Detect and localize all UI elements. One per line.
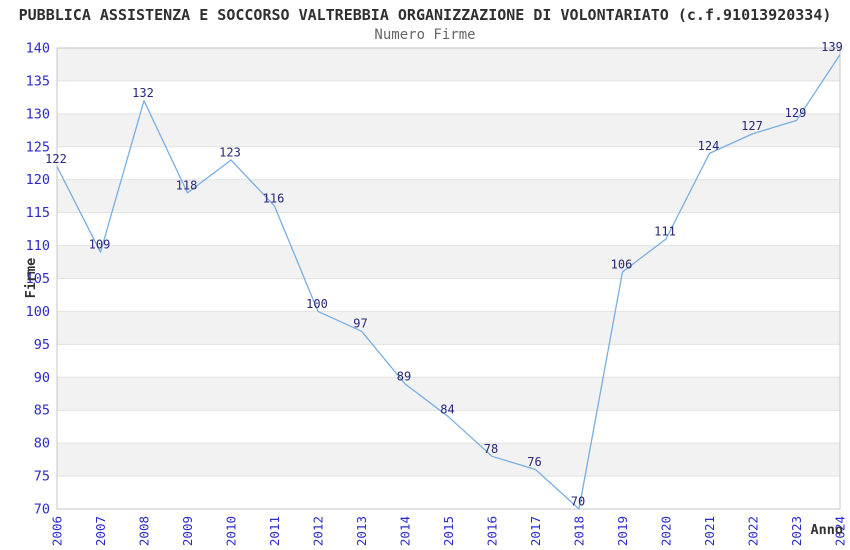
data-point-label: 139 [821, 40, 843, 54]
series-line [56, 54, 841, 510]
y-tick-label: 110 [26, 238, 50, 254]
data-point-label: 89 [397, 369, 411, 383]
data-point-label: 123 [219, 145, 241, 159]
plot-band [57, 443, 840, 477]
x-tick-label: 2018 [572, 516, 587, 546]
y-tick-label: 135 [26, 73, 50, 89]
x-tick-label: 2021 [702, 516, 717, 546]
plot-band [57, 179, 840, 213]
y-tick-label: 95 [34, 337, 50, 353]
x-tick-label: 2010 [224, 516, 239, 546]
y-tick-label: 115 [26, 205, 50, 221]
y-tick-label: 120 [26, 172, 50, 188]
plot-border [56, 47, 841, 510]
x-tick-label: 2024 [833, 516, 848, 546]
x-axis-title: Anno [810, 522, 843, 538]
y-tick-label: 100 [26, 304, 50, 320]
data-point-label: 100 [306, 297, 328, 311]
y-tick-label: 140 [26, 41, 50, 57]
x-tick-label: 2016 [485, 516, 500, 546]
x-tick-label: 2006 [50, 516, 65, 546]
data-point-label: 97 [353, 317, 367, 331]
x-tick-label: 2020 [659, 516, 674, 546]
y-tick-label: 80 [34, 436, 50, 452]
chart-subtitle: Numero Firme [374, 27, 476, 43]
x-tick-label: 2017 [528, 516, 543, 546]
data-point-label: 106 [611, 257, 633, 271]
x-tick-label: 2007 [93, 516, 108, 546]
x-tick-label: 2013 [354, 516, 369, 546]
data-point-label: 78 [484, 442, 498, 456]
y-tick-label: 90 [34, 370, 50, 386]
y-tick-label: 105 [26, 271, 50, 287]
x-tick-label: 2009 [180, 516, 195, 546]
data-point-label: 129 [785, 106, 807, 120]
x-tick-label: 2008 [137, 516, 152, 546]
x-tick-label: 2019 [615, 516, 630, 546]
data-point-label: 84 [440, 402, 454, 416]
x-tick-label: 2011 [267, 516, 282, 546]
x-tick-label: 2022 [746, 516, 761, 546]
data-point-label: 111 [654, 224, 676, 238]
y-tick-label: 75 [34, 469, 50, 485]
y-tick-label: 85 [34, 403, 50, 419]
plot-band [57, 377, 840, 411]
plot-band [57, 48, 840, 81]
y-tick-label: 125 [26, 139, 50, 155]
data-point-label: 70 [571, 495, 585, 509]
chart-title: PUBBLICA ASSISTENZA E SOCCORSO VALTREBBI… [18, 6, 832, 24]
data-point-label: 118 [176, 178, 198, 192]
y-tick-label: 70 [34, 502, 50, 518]
data-point-label: 76 [527, 455, 541, 469]
y-axis-title: Firme [23, 257, 39, 299]
plot-band [57, 113, 840, 147]
data-point-label: 124 [698, 139, 720, 153]
x-tick-label: 2023 [789, 516, 804, 546]
plot-band [57, 245, 840, 279]
data-point-label: 132 [132, 86, 154, 100]
plot-band [57, 311, 840, 345]
data-point-label: 109 [89, 238, 111, 252]
x-tick-label: 2014 [398, 516, 413, 546]
x-tick-label: 2012 [311, 516, 326, 546]
y-tick-label: 130 [26, 106, 50, 122]
data-point-label: 122 [45, 152, 67, 166]
data-point-label: 127 [741, 119, 763, 133]
data-point-label: 116 [263, 192, 285, 206]
x-tick-label: 2015 [441, 516, 456, 546]
